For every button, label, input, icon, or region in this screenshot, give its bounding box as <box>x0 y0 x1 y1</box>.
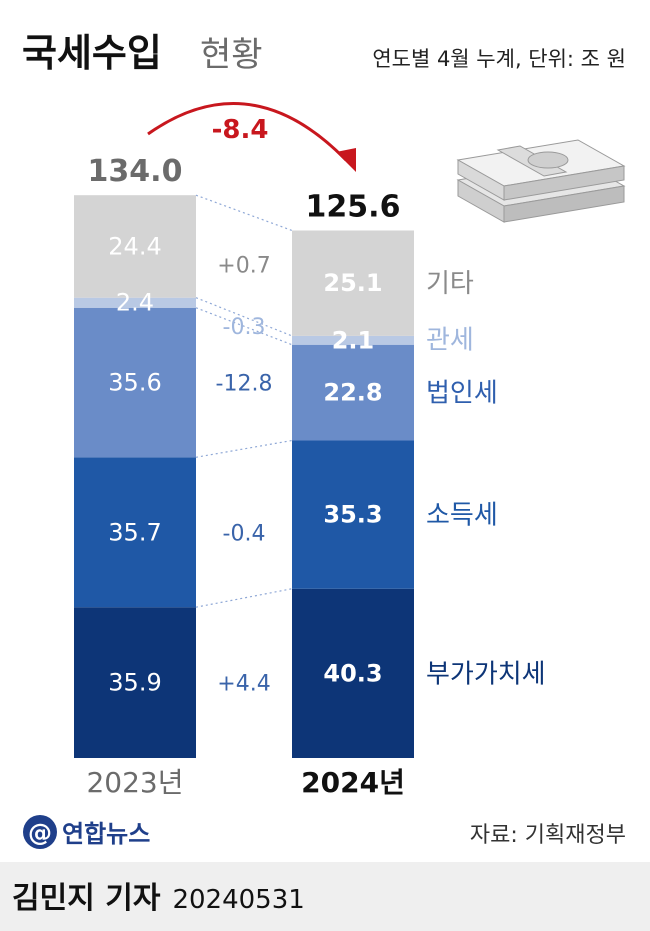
bar-value-label: 35.3 <box>323 501 382 529</box>
money-stack-icon <box>456 139 626 223</box>
bar-segment <box>292 335 414 345</box>
connector-line <box>195 194 293 232</box>
series-label: 부가가치세 <box>426 659 546 689</box>
byline-date: 20240531 <box>172 885 305 915</box>
bar-value-label: 35.6 <box>108 369 161 397</box>
series-label: 기타 <box>426 269 474 299</box>
bar-segment <box>74 607 196 758</box>
yonhap-logo: @ 연합뉴스 <box>23 815 150 849</box>
bar-value-label: 40.3 <box>323 659 382 687</box>
connector-line <box>195 439 293 458</box>
difference-label: -12.8 <box>216 372 273 397</box>
connector-lines <box>195 194 293 608</box>
source-note: 자료: 기획재정부 <box>470 823 626 848</box>
chart-title: 국세수입 <box>22 31 162 75</box>
change-arrow-line <box>147 102 348 162</box>
byline: 김민지 기자 20240531 <box>12 873 305 917</box>
bar-segment <box>74 297 196 308</box>
series-label: 법인세 <box>426 379 498 409</box>
bar-value-label: 25.1 <box>323 269 382 297</box>
connector-line <box>195 307 293 346</box>
logo-name: 연합뉴스 <box>62 820 150 848</box>
bar-segment <box>292 440 414 589</box>
bar-value-label: 35.7 <box>108 518 161 546</box>
byline-author: 김민지 기자 <box>12 881 161 916</box>
svg-text:@: @ <box>28 819 52 847</box>
bars-group <box>74 195 414 758</box>
series-label: 관세 <box>426 326 474 356</box>
bar-value-label: 35.9 <box>108 669 161 697</box>
yonhap-logo-icon <box>23 815 57 849</box>
chart-subtitle: 현황 <box>200 35 263 75</box>
infographic-card: 국세수입 현황 연도별 4월 누계, 단위: 조 원 35.9 35.7 35.6 2… <box>0 0 650 862</box>
bar-segment <box>292 344 414 441</box>
bar-segment <box>74 195 196 298</box>
category-label: 2024년 <box>301 766 405 799</box>
change-arrow-head-icon <box>336 148 356 172</box>
bar-total-label: 125.6 <box>306 189 401 224</box>
difference-label: -0.3 <box>223 315 266 340</box>
labels-group: 35.9 35.7 35.6 2.4 24.4 134.0 2023년 40.3 35.3 22.… <box>86 154 545 799</box>
bar-value-label: 2.4 <box>116 289 154 317</box>
bar-value-label: 2.1 <box>332 326 375 354</box>
difference-label: -0.4 <box>223 521 266 546</box>
bar-value-label: 24.4 <box>108 232 161 260</box>
bar-segment <box>292 230 414 336</box>
unit-note: 연도별 4월 누계, 단위: 조 원 <box>372 47 626 71</box>
category-label: 2023년 <box>86 766 183 799</box>
difference-label: +0.7 <box>217 253 270 278</box>
bar-segment <box>74 307 196 458</box>
bar-segment <box>74 457 196 608</box>
chart-canvas: 국세수입 현황 연도별 4월 누계, 단위: 조 원 35.9 35.7 35.6 2… <box>22 31 626 849</box>
connector-line <box>195 588 293 608</box>
bar-total-label: 134.0 <box>88 154 183 189</box>
series-label: 소득세 <box>426 501 498 531</box>
change-label: -8.4 <box>212 115 269 145</box>
connector-line <box>195 297 293 337</box>
bar-value-label: 22.8 <box>323 379 382 407</box>
bar-segment <box>292 588 414 758</box>
difference-label: +4.4 <box>217 672 270 697</box>
